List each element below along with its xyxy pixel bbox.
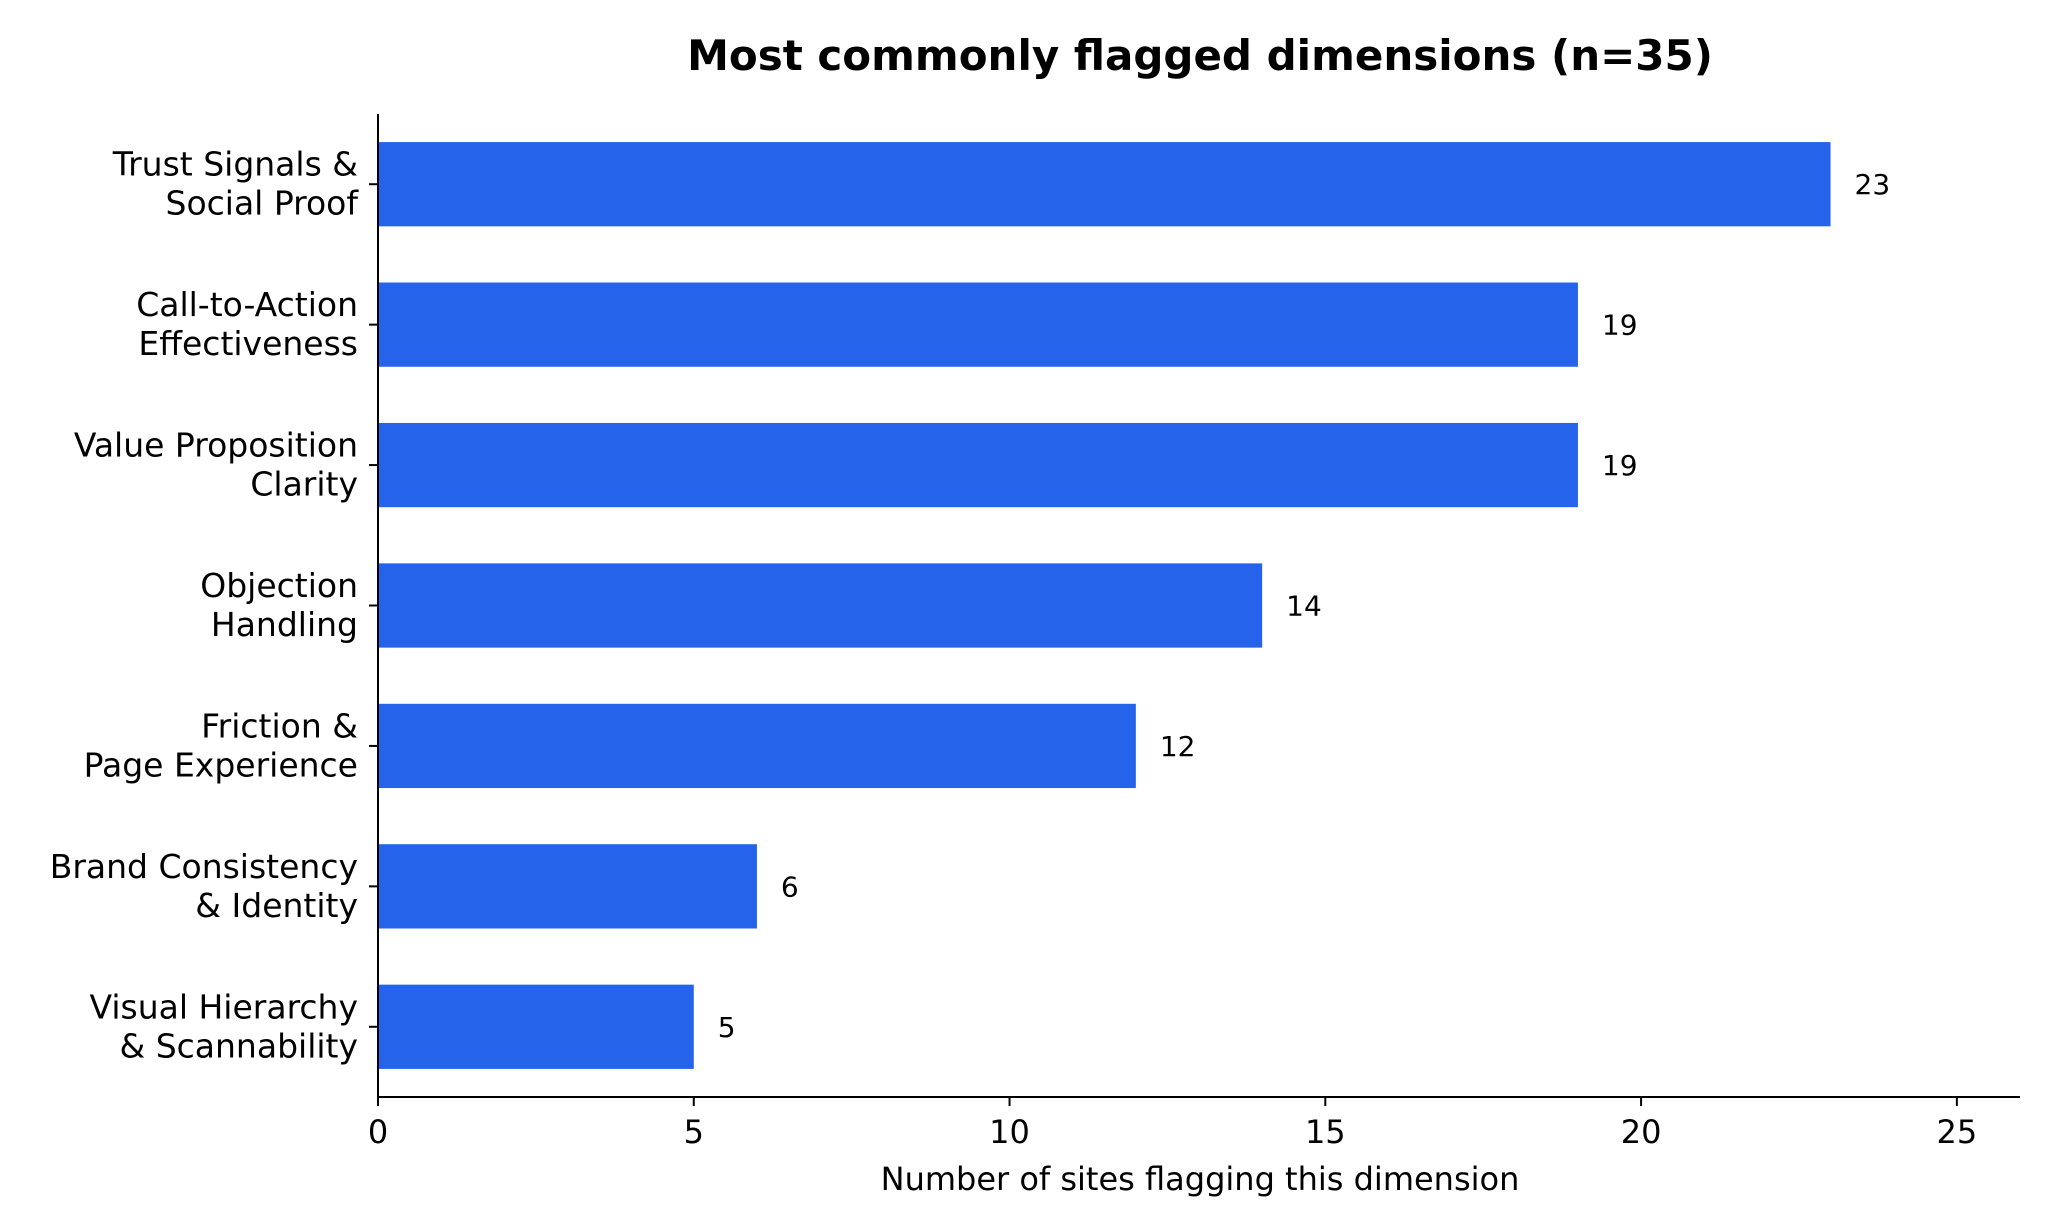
category-label: & Identity bbox=[195, 886, 358, 925]
category-label: Effectiveness bbox=[138, 324, 358, 363]
data-label: 5 bbox=[718, 1011, 736, 1044]
bar bbox=[378, 984, 694, 1069]
bar bbox=[378, 844, 757, 929]
data-label: 12 bbox=[1160, 730, 1196, 763]
data-label: 14 bbox=[1286, 590, 1322, 623]
data-label: 23 bbox=[1855, 168, 1891, 201]
bar bbox=[378, 282, 1578, 367]
x-tick-label: 0 bbox=[368, 1113, 388, 1151]
category-label: Trust Signals & bbox=[112, 145, 358, 184]
x-tick-label: 20 bbox=[1621, 1113, 1662, 1151]
data-label: 19 bbox=[1602, 309, 1638, 342]
bar bbox=[378, 142, 1831, 227]
axes-layer: Trust Signals &Social Proof Call-to-Actio… bbox=[50, 114, 2020, 1151]
x-tick-label: 10 bbox=[989, 1113, 1030, 1151]
bar bbox=[378, 422, 1578, 508]
category-label: & Scannability bbox=[119, 1026, 358, 1065]
data-label: 6 bbox=[781, 870, 799, 903]
category-label: Value Proposition bbox=[74, 426, 358, 465]
bar bbox=[378, 703, 1136, 789]
category-label: Brand Consistency bbox=[50, 847, 358, 886]
data-label: 19 bbox=[1602, 449, 1638, 482]
category-label: Visual Hierarchy bbox=[89, 987, 358, 1026]
category-label: Friction & bbox=[201, 706, 358, 745]
category-label: Social Proof bbox=[166, 184, 360, 223]
bar bbox=[378, 563, 1263, 648]
x-tick-label: 15 bbox=[1305, 1113, 1346, 1151]
category-label: Call-to-Action bbox=[136, 285, 358, 324]
category-label: Handling bbox=[211, 605, 358, 644]
x-tick-label: 5 bbox=[684, 1113, 704, 1151]
category-label: Objection bbox=[200, 566, 358, 605]
chart-title: Most commonly flagged dimensions (n=35) bbox=[687, 31, 1713, 80]
x-tick-label: 25 bbox=[1936, 1113, 1977, 1151]
bars-layer: 23 19 19 14 12 6 5 bbox=[378, 142, 1890, 1069]
category-label: Clarity bbox=[250, 465, 358, 504]
category-label: Page Experience bbox=[84, 745, 358, 784]
x-axis-label: Number of sites flagging this dimension bbox=[881, 1160, 1520, 1198]
